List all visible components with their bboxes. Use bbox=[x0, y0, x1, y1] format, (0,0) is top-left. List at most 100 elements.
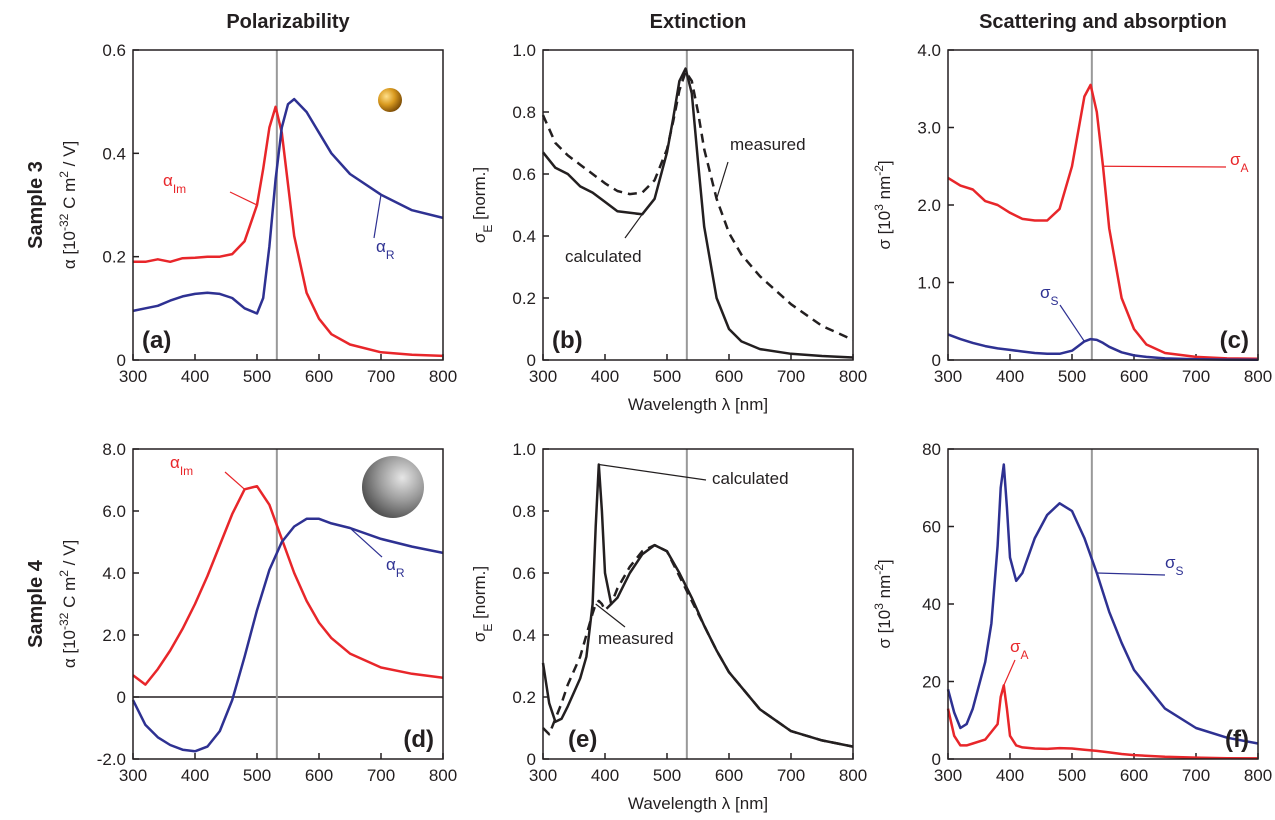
y-axis-label-part: -2 bbox=[872, 165, 886, 176]
x-tick-label: 500 bbox=[243, 367, 271, 386]
x-tick-label: 800 bbox=[429, 766, 457, 785]
x-tick-label: 600 bbox=[305, 766, 333, 785]
series-label-part: measured bbox=[730, 135, 806, 154]
series-label-part: R bbox=[396, 566, 405, 580]
y-axis-label: σE [norm.] bbox=[470, 566, 495, 642]
y-tick-label: -2.0 bbox=[97, 750, 126, 769]
y-tick-label: 2.0 bbox=[917, 196, 941, 215]
y-tick-label: 60 bbox=[922, 518, 941, 537]
y-axis-label-part: E bbox=[481, 624, 495, 632]
series-label-part: Im bbox=[180, 464, 193, 478]
x-tick-label: 600 bbox=[1120, 367, 1148, 386]
series-label-part: α bbox=[163, 171, 173, 190]
y-tick-label: 0 bbox=[117, 351, 126, 370]
panel-label: (f) bbox=[1225, 726, 1249, 753]
series-line bbox=[541, 70, 854, 342]
series-label-part: σ bbox=[1010, 637, 1021, 656]
label-leader bbox=[716, 161, 729, 199]
x-tick-label: 300 bbox=[934, 766, 962, 785]
series-label-part: α bbox=[170, 453, 180, 472]
series-label: αIm bbox=[163, 171, 186, 196]
column-title: Polarizability bbox=[226, 11, 350, 33]
x-axis-label: Wavelength λ [nm] bbox=[628, 794, 768, 813]
series-line bbox=[542, 67, 854, 359]
plot-frame bbox=[947, 49, 1259, 361]
x-tick-label: 800 bbox=[429, 367, 457, 386]
x-tick-label: 600 bbox=[305, 367, 333, 386]
label-leader bbox=[229, 191, 258, 206]
series-line bbox=[947, 333, 1259, 362]
series-label-part: A bbox=[1241, 161, 1249, 175]
panel-label: (d) bbox=[403, 726, 434, 753]
label-leader bbox=[1096, 572, 1166, 576]
x-tick-label: 800 bbox=[1244, 367, 1272, 386]
series-label: σS bbox=[1040, 283, 1059, 308]
y-axis-label-part: ] bbox=[875, 559, 894, 564]
column-title: Scattering and absorption bbox=[979, 11, 1227, 33]
y-tick-label: 1.0 bbox=[917, 274, 941, 293]
y-tick-label: 4.0 bbox=[917, 41, 941, 60]
y-tick-label: 8.0 bbox=[102, 440, 126, 459]
y-tick-label: 1.0 bbox=[512, 440, 536, 459]
series-line bbox=[541, 463, 854, 748]
x-tick-label: 700 bbox=[777, 766, 805, 785]
y-axis-label-part: -32 bbox=[57, 612, 71, 630]
series-label-part: measured bbox=[598, 629, 674, 648]
y-axis-label-part: 2 bbox=[57, 570, 71, 577]
x-tick-label: 300 bbox=[119, 367, 147, 386]
x-tick-label: 500 bbox=[1058, 766, 1086, 785]
y-tick-label: 0.2 bbox=[512, 688, 536, 707]
series-label-part: A bbox=[1021, 648, 1029, 662]
y-axis-label-part: σ bbox=[470, 631, 489, 642]
y-axis-label-part: 3 bbox=[872, 204, 886, 211]
x-tick-label: 400 bbox=[181, 367, 209, 386]
x-tick-label: 700 bbox=[1182, 766, 1210, 785]
x-tick-label: 600 bbox=[715, 367, 743, 386]
x-tick-label: 400 bbox=[996, 367, 1024, 386]
y-axis-label: α [10-32 C m2 / V] bbox=[57, 540, 79, 668]
x-tick-label: 400 bbox=[591, 766, 619, 785]
series-label-part: α bbox=[386, 555, 396, 574]
panel-label: (e) bbox=[568, 726, 597, 753]
y-tick-label: 0 bbox=[932, 750, 941, 769]
series-label-part: S bbox=[1051, 294, 1059, 308]
x-axis-label: Wavelength λ [nm] bbox=[628, 395, 768, 414]
x-tick-label: 500 bbox=[653, 766, 681, 785]
x-tick-label: 600 bbox=[715, 766, 743, 785]
y-tick-label: 0.8 bbox=[512, 502, 536, 521]
x-tick-label: 700 bbox=[367, 367, 395, 386]
x-tick-label: 800 bbox=[839, 367, 867, 386]
y-axis-label: α [10-32 C m2 / V] bbox=[57, 141, 79, 269]
panel-label: (a) bbox=[142, 327, 171, 354]
series-label: calculated bbox=[565, 247, 642, 266]
row-label: Sample 3 bbox=[25, 161, 47, 249]
series-label: measured bbox=[598, 629, 674, 648]
y-tick-label: 0 bbox=[527, 351, 536, 370]
x-tick-label: 400 bbox=[591, 367, 619, 386]
y-tick-label: 6.0 bbox=[102, 502, 126, 521]
gray-sphere-icon bbox=[362, 456, 424, 518]
series-line bbox=[946, 684, 1259, 760]
series-label: σS bbox=[1165, 553, 1184, 578]
series-label-part: S bbox=[1176, 564, 1184, 578]
label-leader bbox=[1102, 165, 1227, 168]
y-axis-label-part: -2 bbox=[872, 564, 886, 575]
x-tick-label: 800 bbox=[1244, 766, 1272, 785]
y-axis-label-part: -32 bbox=[57, 213, 71, 231]
x-tick-label: 300 bbox=[529, 766, 557, 785]
series-label-part: σ bbox=[1165, 553, 1176, 572]
x-tick-label: 800 bbox=[839, 766, 867, 785]
y-axis-label-part: nm bbox=[875, 575, 894, 603]
series-label-part: σ bbox=[1040, 283, 1051, 302]
y-axis-label-part: ] bbox=[875, 160, 894, 165]
series-label: αR bbox=[376, 237, 395, 262]
series-label: calculated bbox=[712, 469, 789, 488]
x-tick-label: 600 bbox=[1120, 766, 1148, 785]
label-leader bbox=[349, 527, 383, 558]
y-tick-label: 2.0 bbox=[102, 626, 126, 645]
x-tick-label: 400 bbox=[996, 766, 1024, 785]
x-tick-label: 700 bbox=[777, 367, 805, 386]
y-tick-label: 0.6 bbox=[512, 165, 536, 184]
series-line bbox=[542, 543, 854, 748]
